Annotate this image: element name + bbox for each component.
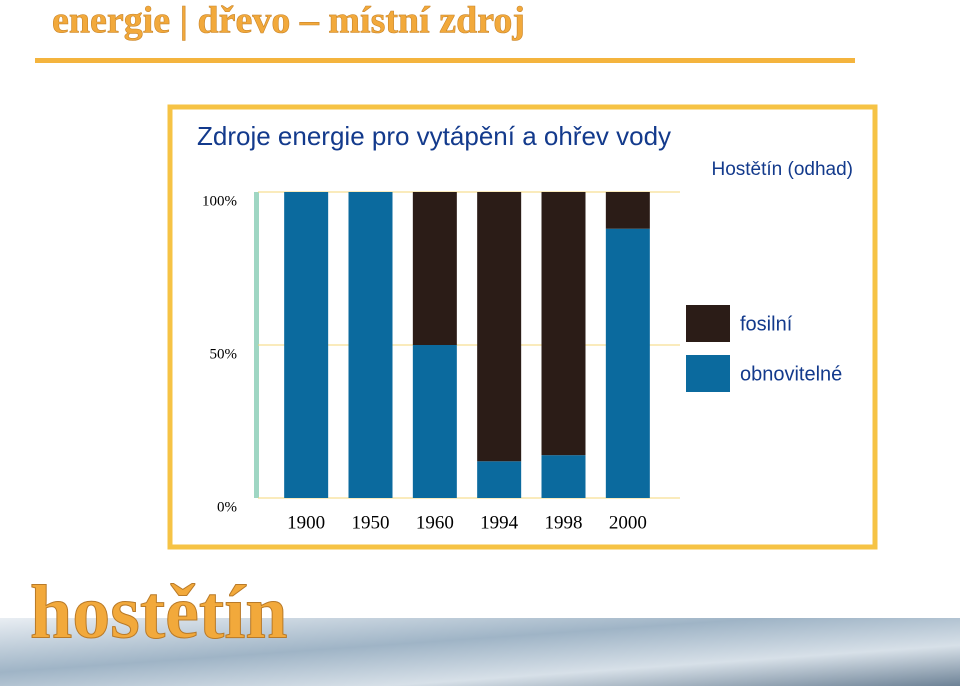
bar-segment xyxy=(605,228,650,498)
chart-title: Zdroje energie pro vytápění a ohřev vody xyxy=(197,121,671,151)
bar-segment xyxy=(284,192,329,498)
legend-label: fosilní xyxy=(740,313,793,335)
x-tick-label: 2000 xyxy=(609,512,647,533)
y-tick-label: 0% xyxy=(217,499,237,515)
axis-strip xyxy=(254,192,259,498)
bar-segment xyxy=(412,192,457,345)
bar-segment xyxy=(541,455,586,498)
title-underline xyxy=(35,58,855,63)
legend-label: obnovitelné xyxy=(740,363,842,385)
x-tick-label: 1998 xyxy=(545,512,583,533)
bar-segment xyxy=(605,192,650,229)
logo: hostětín xyxy=(30,570,288,654)
chart-subtitle: Hostětín (odhad) xyxy=(711,159,853,180)
bar-segment xyxy=(541,192,586,456)
x-tick-label: 1950 xyxy=(352,512,390,533)
bar-segment xyxy=(477,461,522,498)
x-tick-label: 1960 xyxy=(416,512,454,533)
bar-segment xyxy=(412,345,457,498)
x-tick-label: 1994 xyxy=(480,512,519,533)
y-tick-label: 100% xyxy=(202,193,237,209)
bar-segment xyxy=(348,192,393,498)
legend-swatch xyxy=(686,355,730,392)
legend-swatch xyxy=(686,305,730,342)
x-tick-label: 1900 xyxy=(287,512,325,533)
y-tick-label: 50% xyxy=(210,346,238,362)
bar-segment xyxy=(477,192,522,462)
slide-title: energie | dřevo – místní zdroj xyxy=(52,0,525,42)
sky-photo xyxy=(0,618,960,686)
